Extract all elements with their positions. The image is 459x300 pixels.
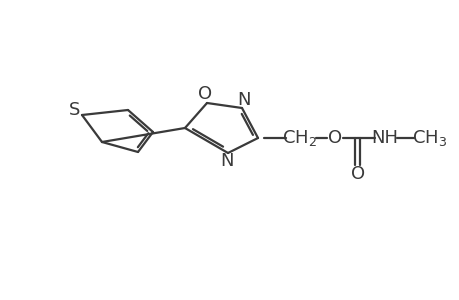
Text: N: N xyxy=(237,91,250,109)
Text: O: O xyxy=(327,129,341,147)
Text: CH$_2$: CH$_2$ xyxy=(282,128,317,148)
Text: NH: NH xyxy=(371,129,397,147)
Text: S: S xyxy=(69,101,80,119)
Text: O: O xyxy=(350,165,364,183)
Text: N: N xyxy=(220,152,233,170)
Text: CH$_3$: CH$_3$ xyxy=(411,128,447,148)
Text: O: O xyxy=(197,85,212,103)
